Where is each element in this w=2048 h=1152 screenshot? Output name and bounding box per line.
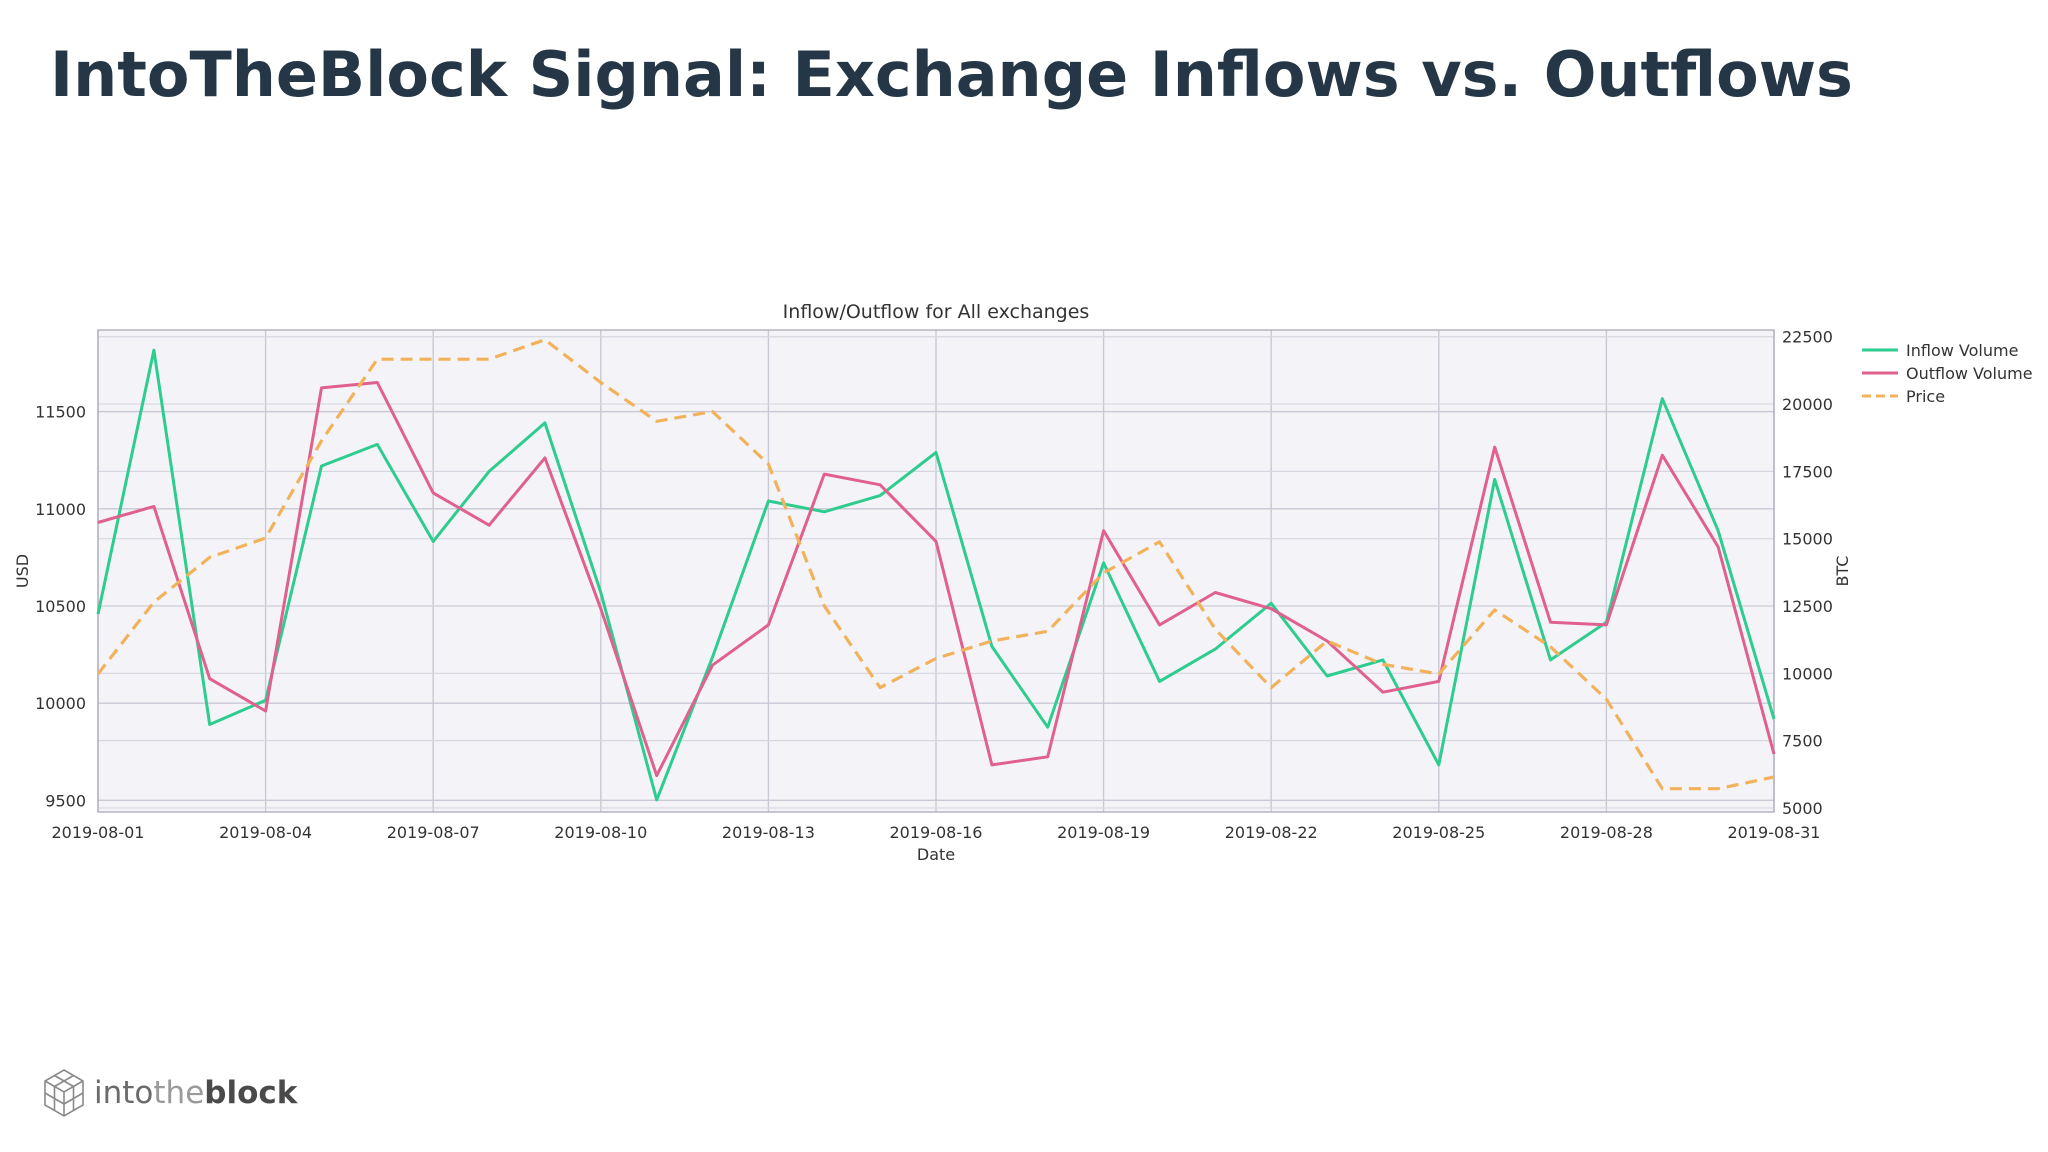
y-right-tick-label: 20000 (1782, 395, 1833, 414)
x-tick-label: 2019-08-19 (1057, 823, 1150, 842)
y-right-tick-label: 22500 (1782, 328, 1833, 347)
slide-title: IntoTheBlock Signal: Exchange Inflows vs… (50, 38, 1853, 111)
y-right-tick-label: 10000 (1782, 664, 1833, 683)
plot-frame (97, 329, 1775, 813)
brand-word-the: the (153, 1075, 205, 1111)
y-left-tick-label: 9500 (45, 791, 86, 810)
brand-logo: intotheblock (42, 1068, 297, 1118)
y-left-tick-label: 10000 (35, 694, 86, 713)
y-right-tick-label: 7500 (1782, 732, 1823, 751)
inflow-outflow-chart: 9500 10000 10500 11000 11500 5000 7500 10000 125… (13, 301, 2033, 864)
series-line-price (96, 338, 1775, 791)
y-right-tick-label: 5000 (1782, 799, 1823, 818)
brand-word-block: block (204, 1075, 298, 1111)
chart-title: Inflow/Outflow for All exchanges (783, 301, 1090, 323)
x-tick-label: 2019-08-01 (52, 823, 145, 842)
x-tick-label: 2019-08-04 (219, 823, 312, 842)
y-right-tick-label: 17500 (1782, 462, 1833, 481)
legend-entry: Outflow Volume (1906, 364, 2033, 383)
x-tick-label: 2019-08-31 (1728, 823, 1821, 842)
legend-entry: Price (1906, 387, 1945, 406)
cube-logo-icon (44, 1069, 84, 1117)
x-tick-label: 2019-08-16 (890, 823, 983, 842)
x-tick-label: 2019-08-07 (387, 823, 480, 842)
legend-entry: Inflow Volume (1906, 341, 2018, 360)
y-left-tick-label: 11000 (35, 500, 86, 519)
brand-wordmark: intotheblock (94, 1075, 297, 1111)
y-left-tick-label: 10500 (35, 597, 86, 616)
x-tick-label: 2019-08-10 (554, 823, 647, 842)
brand-word-into: into (94, 1075, 154, 1111)
x-tick-label: 2019-08-22 (1225, 823, 1318, 842)
x-axis-label: Date (917, 845, 955, 864)
y-left-tick-label: 11500 (35, 403, 86, 422)
x-tick-label: 2019-08-25 (1392, 823, 1485, 842)
y-right-axis-label: BTC (1833, 556, 1852, 587)
series-line-inflow-volume (96, 348, 1776, 802)
x-tick-label: 2019-08-28 (1560, 823, 1653, 842)
series-line-outflow-volume (97, 381, 1776, 778)
y-right-tick-label: 12500 (1782, 597, 1833, 616)
y-left-axis-label: USD (13, 554, 32, 588)
y-right-tick-label: 15000 (1782, 530, 1833, 549)
x-tick-label: 2019-08-13 (722, 823, 815, 842)
